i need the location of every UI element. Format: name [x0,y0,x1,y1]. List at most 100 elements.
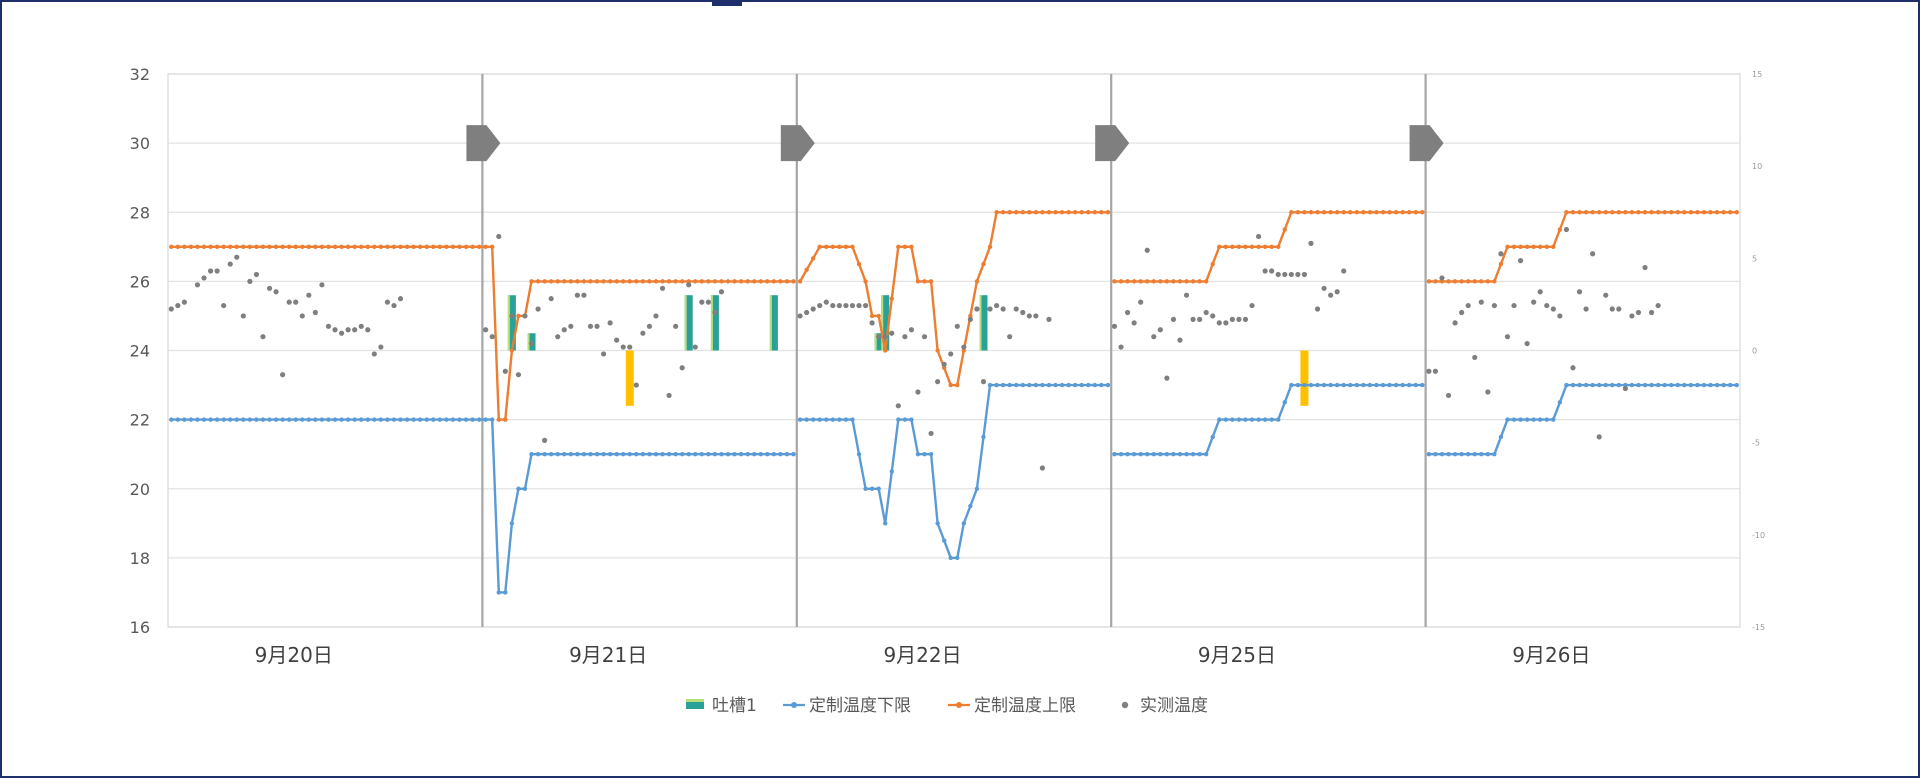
lower-limit-point [1682,382,1687,388]
measured-point [1472,354,1478,361]
lower-limit-point [345,417,351,422]
lower-limit-point [444,417,449,422]
upper-limit-point [1361,210,1366,215]
lower-limit-point [542,451,547,457]
upper-limit-point [1727,210,1733,215]
upper-limit-point [326,244,331,250]
lower-limit-point [666,451,672,457]
measured-point [607,320,613,326]
measured-point [1616,306,1622,312]
lower-limit-point [869,486,875,491]
lower-limit-point [182,417,187,422]
lower-limit-point [837,417,842,422]
upper-limit-point [607,279,613,284]
upper-limit-point [1328,210,1333,215]
lower-limit-point [614,451,619,457]
upper-limit-point [1145,279,1150,284]
upper-limit-point [516,313,521,319]
lower-limit-point [1452,451,1458,457]
upper-limit-point [922,279,927,284]
upper-limit-point [640,279,646,284]
measured-point [712,309,718,316]
event-bar [507,295,516,351]
lower-limit-point [1413,382,1418,388]
upper-limit-point [1505,244,1510,250]
upper-limit-point [961,348,967,353]
measured-point [1157,327,1163,333]
upper-limit-point [424,244,429,250]
measured-point [515,372,522,378]
lower-limit-point [293,417,298,422]
upper-limit-point [385,244,390,250]
measured-point [935,379,941,385]
upper-limit-point [1099,210,1104,215]
lower-limit-point [1492,451,1497,457]
lower-limit-point [313,417,318,422]
measured-point [1537,289,1543,295]
upper-limit-point [1433,279,1438,284]
upper-limit-point [1033,210,1039,215]
measured-point [1007,334,1013,340]
lower-limit-point [214,417,220,422]
measured-point [1013,306,1019,312]
lower-limit-point [339,417,344,422]
measured-point [1478,299,1484,305]
upper-limit-point [1040,210,1045,215]
legend-label: 吐槽1 [712,696,757,716]
upper-limit-point [398,244,403,250]
lower-limit-point [1256,417,1261,422]
upper-limit-point [450,244,456,250]
measured-point [915,389,921,395]
lower-limit-point [1669,382,1674,388]
lower-limit-point [1341,382,1346,388]
legend-line-marker [956,702,962,708]
lower-limit-point [1079,382,1084,388]
upper-limit-point [1596,210,1602,215]
lower-limit-point [260,417,266,422]
upper-limit-point [1682,210,1687,215]
measured-point [1138,299,1144,305]
lower-limit-point [562,451,567,457]
lower-limit-point [1145,451,1150,457]
upper-limit-point [300,244,305,250]
lower-limit-point [1334,382,1340,388]
lower-limit-point [1059,382,1065,388]
upper-limit-point [1334,210,1340,215]
measured-point [830,302,836,309]
y-tick-label: 30 [130,134,150,153]
upper-limit-point [660,279,665,284]
measured-point [954,323,960,329]
upper-limit-point [1046,210,1052,215]
measured-point [1570,365,1576,371]
upper-limit-point [1708,210,1713,215]
x-category-label: 9月26日 [1512,643,1590,667]
measured-point [175,302,181,309]
event-bar [625,350,634,406]
measured-point [1124,309,1131,316]
measured-point [1596,434,1602,440]
upper-limit-point [345,244,351,250]
measured-point [384,299,391,305]
upper-limit-point [1341,210,1346,215]
measured-point [253,271,260,278]
measured-point [600,351,607,357]
upper-limit-point [712,279,718,284]
upper-limit-point [431,244,436,250]
upper-limit-point [1282,227,1287,232]
lower-limit-point [1570,382,1576,388]
upper-limit-point [915,279,921,284]
upper-limit-point [254,244,259,250]
lower-limit-point [1642,382,1648,388]
upper-limit-point [1721,210,1726,215]
lower-limit-point [889,469,894,474]
upper-limit-point [1393,210,1399,215]
lower-limit-point [1538,417,1543,422]
upper-limit-point [758,279,763,284]
measured-point [201,275,207,281]
upper-limit-point [1714,210,1720,215]
measured-point [1563,226,1570,233]
measured-point [496,233,502,240]
upper-limit-point [1551,244,1556,250]
lower-limit-point [1020,382,1025,388]
lower-limit-point [1151,451,1156,457]
